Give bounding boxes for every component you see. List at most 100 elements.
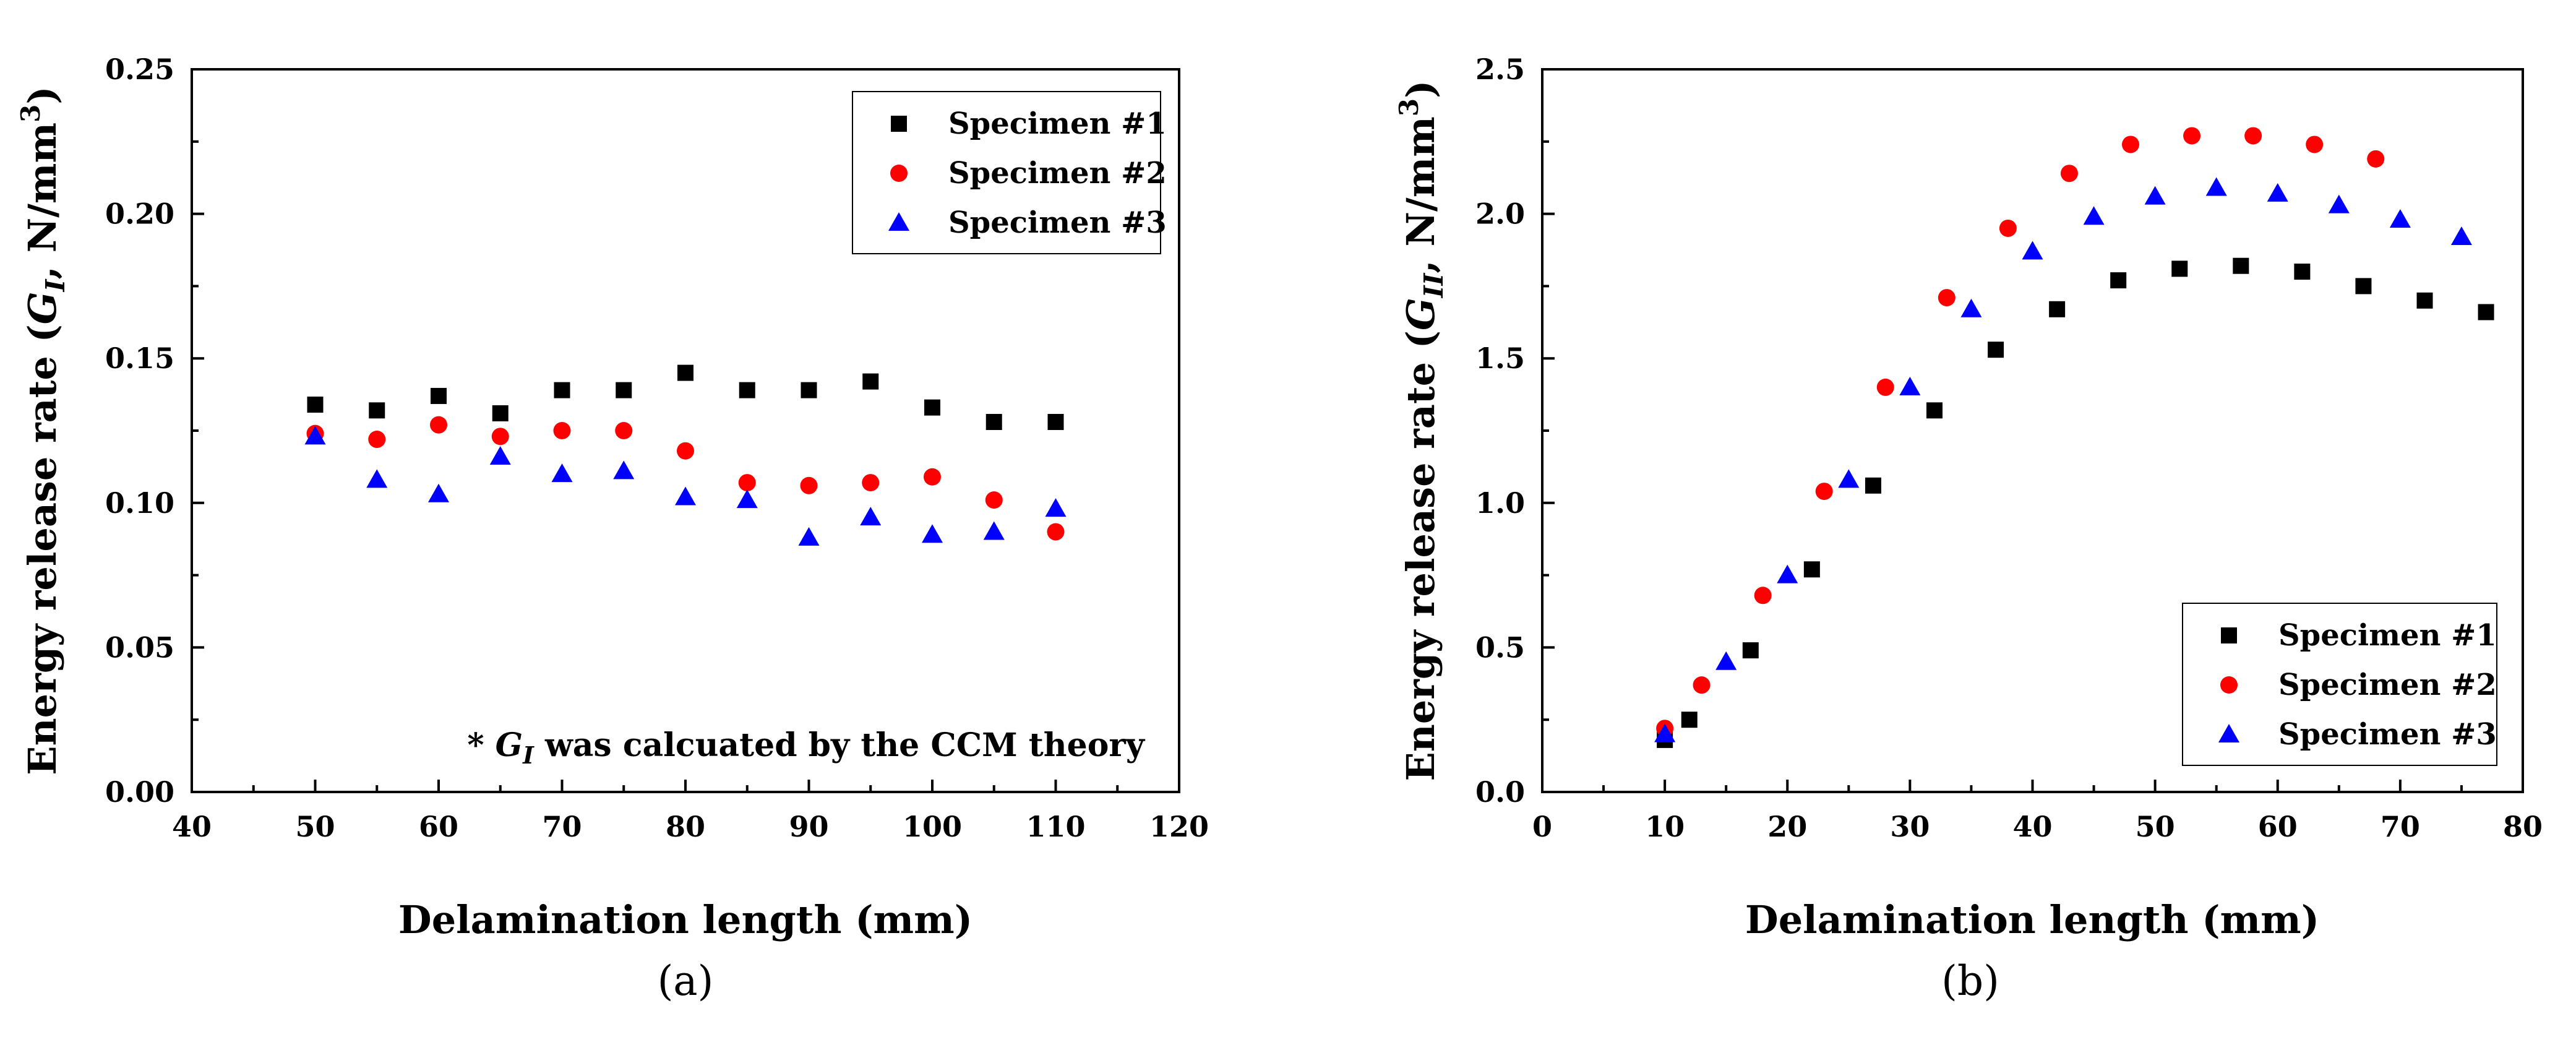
x-tick-label: 100 [903, 810, 962, 843]
legend: Specimen #1 Specimen #2 Specimen #3 [2182, 603, 2497, 766]
y-tick-label: 0.00 [105, 775, 174, 809]
x-tick-label: 60 [2258, 810, 2298, 843]
data-point-triangle [1715, 651, 1737, 670]
data-point-circle [430, 416, 447, 434]
panel-label: (b) [1941, 957, 1999, 1005]
data-point-circle [1876, 378, 1894, 396]
x-tick-label: 50 [295, 810, 335, 843]
data-point-triangle [2389, 209, 2411, 228]
data-point-circle [1754, 587, 1772, 605]
data-point-circle [615, 422, 633, 439]
data-point-square [677, 364, 693, 381]
data-point-triangle [2450, 226, 2472, 245]
data-point-square [616, 382, 632, 398]
legend-label: Specimen #1 [948, 106, 1167, 141]
y-title-unit: , N/mm [20, 123, 65, 280]
legend-marker-circle [890, 165, 908, 182]
data-point-square [1926, 402, 1943, 419]
data-point-triangle [2022, 241, 2043, 260]
legend: Specimen #1 Specimen #2 Specimen #3 [852, 91, 1167, 254]
x-tick-label: 80 [666, 810, 705, 843]
data-point-circle [368, 431, 386, 449]
annotation-symbol: G [496, 726, 523, 764]
panel-label: (a) [658, 957, 714, 1005]
chart-b: 0 10 20 30 40 50 60 70 80 0.0 0.5 1.0 1.5 2.0 2.5 Delam… [1394, 53, 2543, 1005]
annotation-prefix: * [467, 726, 495, 764]
data-point-square [2355, 278, 2372, 295]
x-tick-label: 70 [542, 810, 582, 843]
annotation-text: was calcuated by the CCM theory [534, 726, 1146, 764]
legend-item: Specimen #1 [891, 106, 1167, 141]
data-point-square [2233, 257, 2249, 274]
data-point-triangle [551, 463, 573, 483]
y-title-superscript: 3 [15, 105, 46, 123]
data-point-square [2171, 260, 2188, 277]
data-point-triangle [922, 524, 943, 543]
legend-marker-square [2221, 627, 2237, 643]
data-point-circle [1047, 523, 1065, 541]
x-tick-label: 30 [1890, 810, 1930, 843]
data-point-circle [553, 422, 571, 439]
data-point-square [2478, 304, 2494, 321]
legend-item: Specimen #3 [888, 205, 1167, 240]
data-point-triangle [1045, 498, 1067, 517]
legend-item: Specimen #2 [2220, 668, 2497, 702]
y-title-prefix: Energy release rate ( [1398, 330, 1443, 781]
data-point-triangle [489, 446, 511, 465]
y-axis-title: Energy release rate (GII, N/mm3) [1394, 80, 1449, 781]
data-point-triangle [983, 521, 1005, 540]
y-axis-title: Energy release rate (GI, N/mm3) [15, 86, 71, 775]
data-point-square [2416, 292, 2433, 309]
data-point-triangle [675, 486, 696, 506]
legend-label: Specimen #2 [948, 156, 1167, 191]
data-point-circle [2306, 136, 2324, 153]
y-tick-label: 0.20 [105, 197, 174, 231]
data-point-circle [2367, 150, 2385, 168]
data-point-square [431, 387, 447, 404]
legend-marker-circle [2220, 676, 2238, 694]
y-title-symbol: G [1398, 298, 1443, 330]
legend-label: Specimen #3 [948, 205, 1167, 240]
data-point-square [2049, 301, 2066, 317]
data-point-circle [738, 474, 756, 492]
data-point-square [1047, 413, 1064, 430]
y-title-symbol: G [20, 291, 65, 324]
legend-marker-triangle [888, 212, 909, 231]
data-point-circle [1815, 483, 1833, 501]
data-point-triangle [2267, 183, 2288, 202]
y-tick-label: 2.5 [1475, 53, 1525, 86]
data-point-triangle [1960, 298, 1982, 317]
data-point-circle [1693, 676, 1711, 694]
data-point-circle [2183, 127, 2201, 145]
y-title-subscript: I [40, 278, 71, 292]
data-point-circle [862, 474, 880, 492]
data-point-triangle [304, 426, 326, 445]
data-point-square [739, 382, 755, 398]
y-title-prefix: Energy release rate ( [20, 324, 65, 775]
x-axis-title: Delamination length (mm) [1745, 897, 2319, 942]
data-point-square [985, 413, 1002, 430]
data-point-triangle [366, 469, 388, 488]
x-tick-label: 40 [172, 810, 212, 843]
y-tick-label: 0.10 [105, 486, 174, 520]
x-tick-label: 40 [2012, 810, 2052, 843]
data-point-circle [1999, 219, 2017, 237]
data-point-square [2110, 272, 2127, 289]
legend-label: Specimen #3 [2278, 717, 2497, 752]
data-point-square [1681, 712, 1698, 728]
x-tick-label: 50 [2136, 810, 2175, 843]
x-tick-label: 110 [1026, 810, 1085, 843]
x-axis-title: Delamination length (mm) [398, 897, 972, 942]
data-point-square [554, 382, 570, 398]
data-point-square [801, 382, 817, 398]
data-point-square [1803, 561, 1820, 578]
y-title-unit: , N/mm [1398, 116, 1443, 273]
data-point-triangle [860, 507, 882, 526]
y-tick-label: 0.15 [105, 342, 174, 375]
x-tick-label: 70 [2381, 810, 2420, 843]
data-point-circle [2122, 136, 2139, 153]
data-point-square [862, 373, 879, 390]
y-tick-label: 0.05 [105, 630, 174, 664]
data-point-triangle [1899, 376, 1921, 395]
y-title-superscript: 3 [1394, 98, 1424, 116]
